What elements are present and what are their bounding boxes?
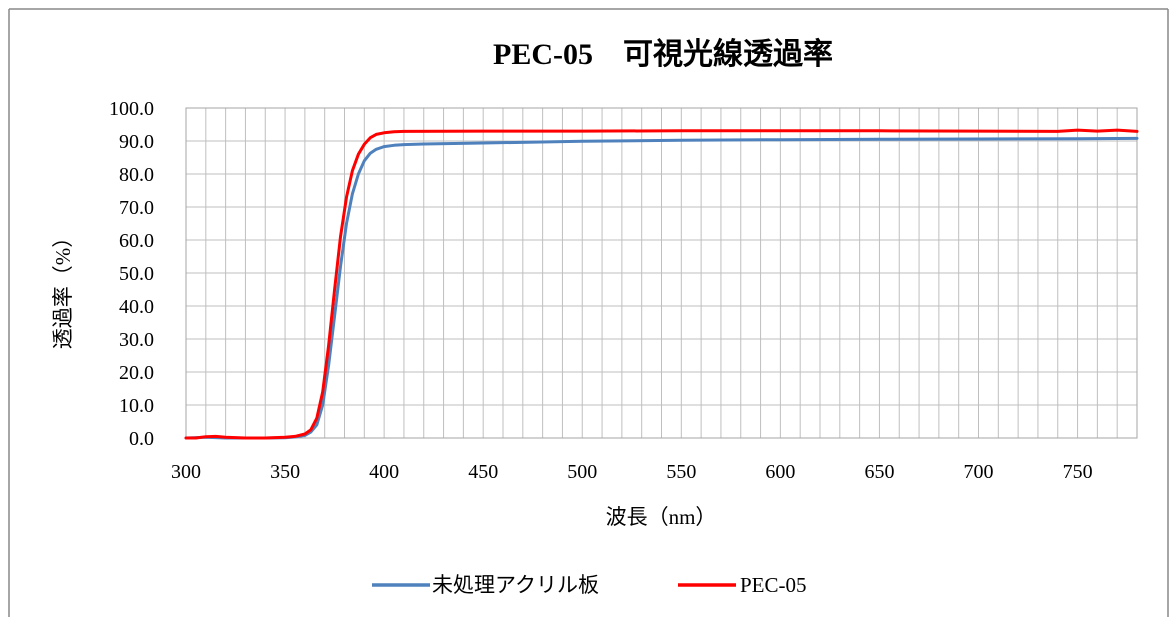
x-tick-label: 600 [765,461,795,483]
y-tick-label: 100.0 [109,98,154,120]
legend-label-0: 未処理アクリル板 [432,573,599,597]
grid-layer [185,107,1138,439]
legend-label-1: PEC-05 [740,573,807,597]
y-tick-label: 50.0 [119,263,154,285]
x-tick-label: 650 [864,461,894,483]
series-layer [184,128,1139,440]
y-tick-label: 70.0 [119,197,154,219]
x-axis-title: 波長（nm） [606,505,717,529]
x-tick-label: 700 [964,461,994,483]
y-tick-label: 60.0 [119,230,154,252]
y-tick-label: 10.0 [119,395,154,417]
x-tick-label: 400 [369,461,399,483]
y-tick-label: 30.0 [119,329,154,351]
chart-title: PEC-05 可視光線透過率 [493,37,833,71]
x-tick-label: 500 [567,461,597,483]
legend: 未処理アクリル板 PEC-05 [372,573,807,597]
x-tick-label: 550 [666,461,696,483]
plot-area-border [185,107,1138,439]
y-tick-label: 80.0 [119,164,154,186]
y-tick-label: 90.0 [119,131,154,153]
y-axis-title: 透過率（%） [51,227,75,350]
x-tick-label: 300 [171,461,201,483]
x-tick-label: 750 [1063,461,1093,483]
x-tick-label: 350 [270,461,300,483]
y-tick-labels: 0.0 10.0 20.0 30.0 40.0 50.0 60.0 70.0 80.0 90.0 1… [109,98,154,450]
y-tick-label: 40.0 [119,296,154,318]
x-tick-label: 450 [468,461,498,483]
y-tick-label: 20.0 [119,362,154,384]
series-line-1 [184,128,1139,440]
y-tick-label: 0.0 [129,428,154,450]
x-tick-labels: 300 350 400 450 500 550 600 650 700 750 [171,461,1093,483]
